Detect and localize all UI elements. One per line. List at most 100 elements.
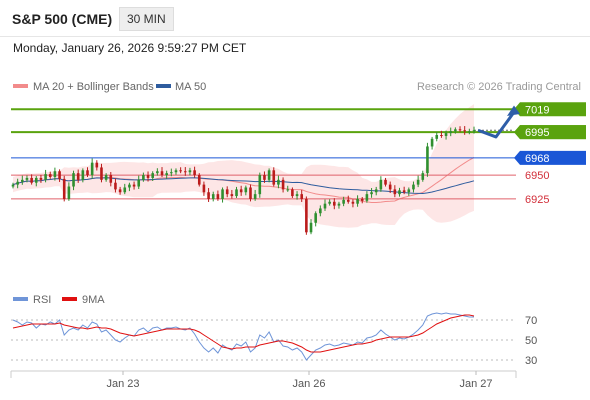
- candle-body: [132, 184, 136, 187]
- candle-body: [244, 187, 248, 193]
- candle-body: [449, 131, 453, 134]
- candle-body: [114, 182, 117, 190]
- candle-body: [472, 130, 476, 132]
- candle-body: [109, 175, 113, 183]
- candle-body: [193, 170, 196, 176]
- candle-body: [468, 131, 471, 133]
- candle-body: [30, 177, 33, 183]
- candle-body: [142, 175, 145, 180]
- level-label-6925: 6925: [525, 194, 549, 206]
- candle-body: [249, 187, 252, 199]
- candle-body: [44, 174, 47, 180]
- rsi-ma9-line: [12, 314, 475, 353]
- candle-body: [225, 189, 229, 195]
- candle-body: [356, 198, 359, 204]
- candle-body: [346, 199, 350, 202]
- candle-body: [458, 129, 462, 131]
- candle-body: [72, 173, 75, 187]
- rsi-line: [12, 312, 474, 361]
- chart-header: S&P 500 (CME) 30 MIN: [0, 0, 590, 37]
- candle-body: [100, 167, 103, 180]
- candle-body: [374, 189, 378, 193]
- candle-body: [62, 178, 66, 199]
- candle-body: [263, 175, 266, 180]
- candle-body: [39, 177, 43, 180]
- rsi-tick-30: 30: [525, 355, 537, 367]
- candle-body: [207, 192, 210, 199]
- candle-body: [104, 175, 108, 180]
- candle-body: [118, 189, 122, 193]
- candle-body: [333, 201, 336, 206]
- candle-body: [388, 184, 392, 190]
- candle-body: [86, 170, 89, 176]
- candle-body: [444, 133, 448, 136]
- candle-body: [179, 170, 182, 172]
- candle-body: [305, 198, 308, 233]
- level-tag-6968: [514, 150, 586, 165]
- level-label-overlay-6995: 6995: [525, 127, 549, 139]
- candle-body: [454, 129, 457, 132]
- candle-body: [291, 189, 294, 197]
- candle-body: [342, 199, 345, 204]
- candle-body: [253, 194, 257, 199]
- candle-body: [402, 190, 406, 193]
- candle-body: [407, 189, 411, 193]
- candle-body: [435, 135, 439, 139]
- candle-body: [90, 162, 94, 176]
- candle-body: [393, 189, 397, 195]
- candle-body: [277, 179, 280, 185]
- candle-body: [235, 189, 238, 197]
- candle-body: [421, 173, 425, 180]
- candle-body: [16, 181, 19, 185]
- ma50-line: [12, 177, 475, 195]
- candle-body: [309, 222, 313, 233]
- candle-body: [379, 179, 383, 190]
- candle-body: [34, 177, 38, 183]
- instrument-title: S&P 500 (CME): [12, 11, 113, 27]
- candle-body: [416, 179, 420, 185]
- level-tag-7019: [514, 102, 586, 117]
- level-label-7019: 7019: [525, 104, 549, 116]
- candle-body: [174, 170, 178, 173]
- candle-body: [281, 179, 285, 190]
- candle-body: [328, 201, 331, 204]
- candle-body: [412, 184, 415, 190]
- candle-body: [48, 174, 52, 177]
- candle-body: [156, 171, 159, 174]
- timeframe-button[interactable]: 30 MIN: [119, 7, 174, 31]
- candle-body: [53, 171, 57, 177]
- candle-body: [202, 184, 206, 193]
- x-tick-label-1: Jan 26: [292, 378, 325, 390]
- candle-body: [128, 184, 131, 188]
- candle-body: [286, 189, 290, 191]
- candle-body: [216, 194, 220, 199]
- candle-body: [323, 203, 327, 209]
- candle-body: [151, 173, 154, 178]
- level-label-6950: 6950: [525, 170, 549, 182]
- candle-body: [258, 175, 262, 195]
- rsi-tick-70: 70: [525, 315, 537, 327]
- candle-body: [272, 170, 276, 185]
- candle-body: [463, 130, 466, 132]
- candle-body: [67, 186, 71, 199]
- candle-body: [146, 175, 150, 178]
- candle-body: [351, 201, 355, 204]
- candle-body: [267, 170, 271, 180]
- ma20-legend-label: MA 20 + Bollinger Bands: [33, 81, 154, 93]
- level-label-6968: 6968: [525, 153, 549, 165]
- candle-body: [398, 190, 401, 195]
- chart-datetime: Monday, January 26, 2026 9:59:27 PM CET: [13, 41, 247, 55]
- candle-body: [170, 172, 173, 174]
- rsi-tick-50: 50: [525, 335, 537, 347]
- candle-body: [76, 173, 80, 180]
- candle-body: [319, 208, 322, 214]
- candle-body: [211, 194, 215, 199]
- candle-body: [426, 146, 429, 174]
- candle-body: [314, 213, 317, 223]
- research-credit: Research © 2026 Trading Central: [417, 81, 581, 93]
- candle-body: [384, 179, 387, 185]
- candle-body: [239, 189, 243, 193]
- candle-body: [183, 171, 187, 173]
- candle-body: [137, 179, 141, 187]
